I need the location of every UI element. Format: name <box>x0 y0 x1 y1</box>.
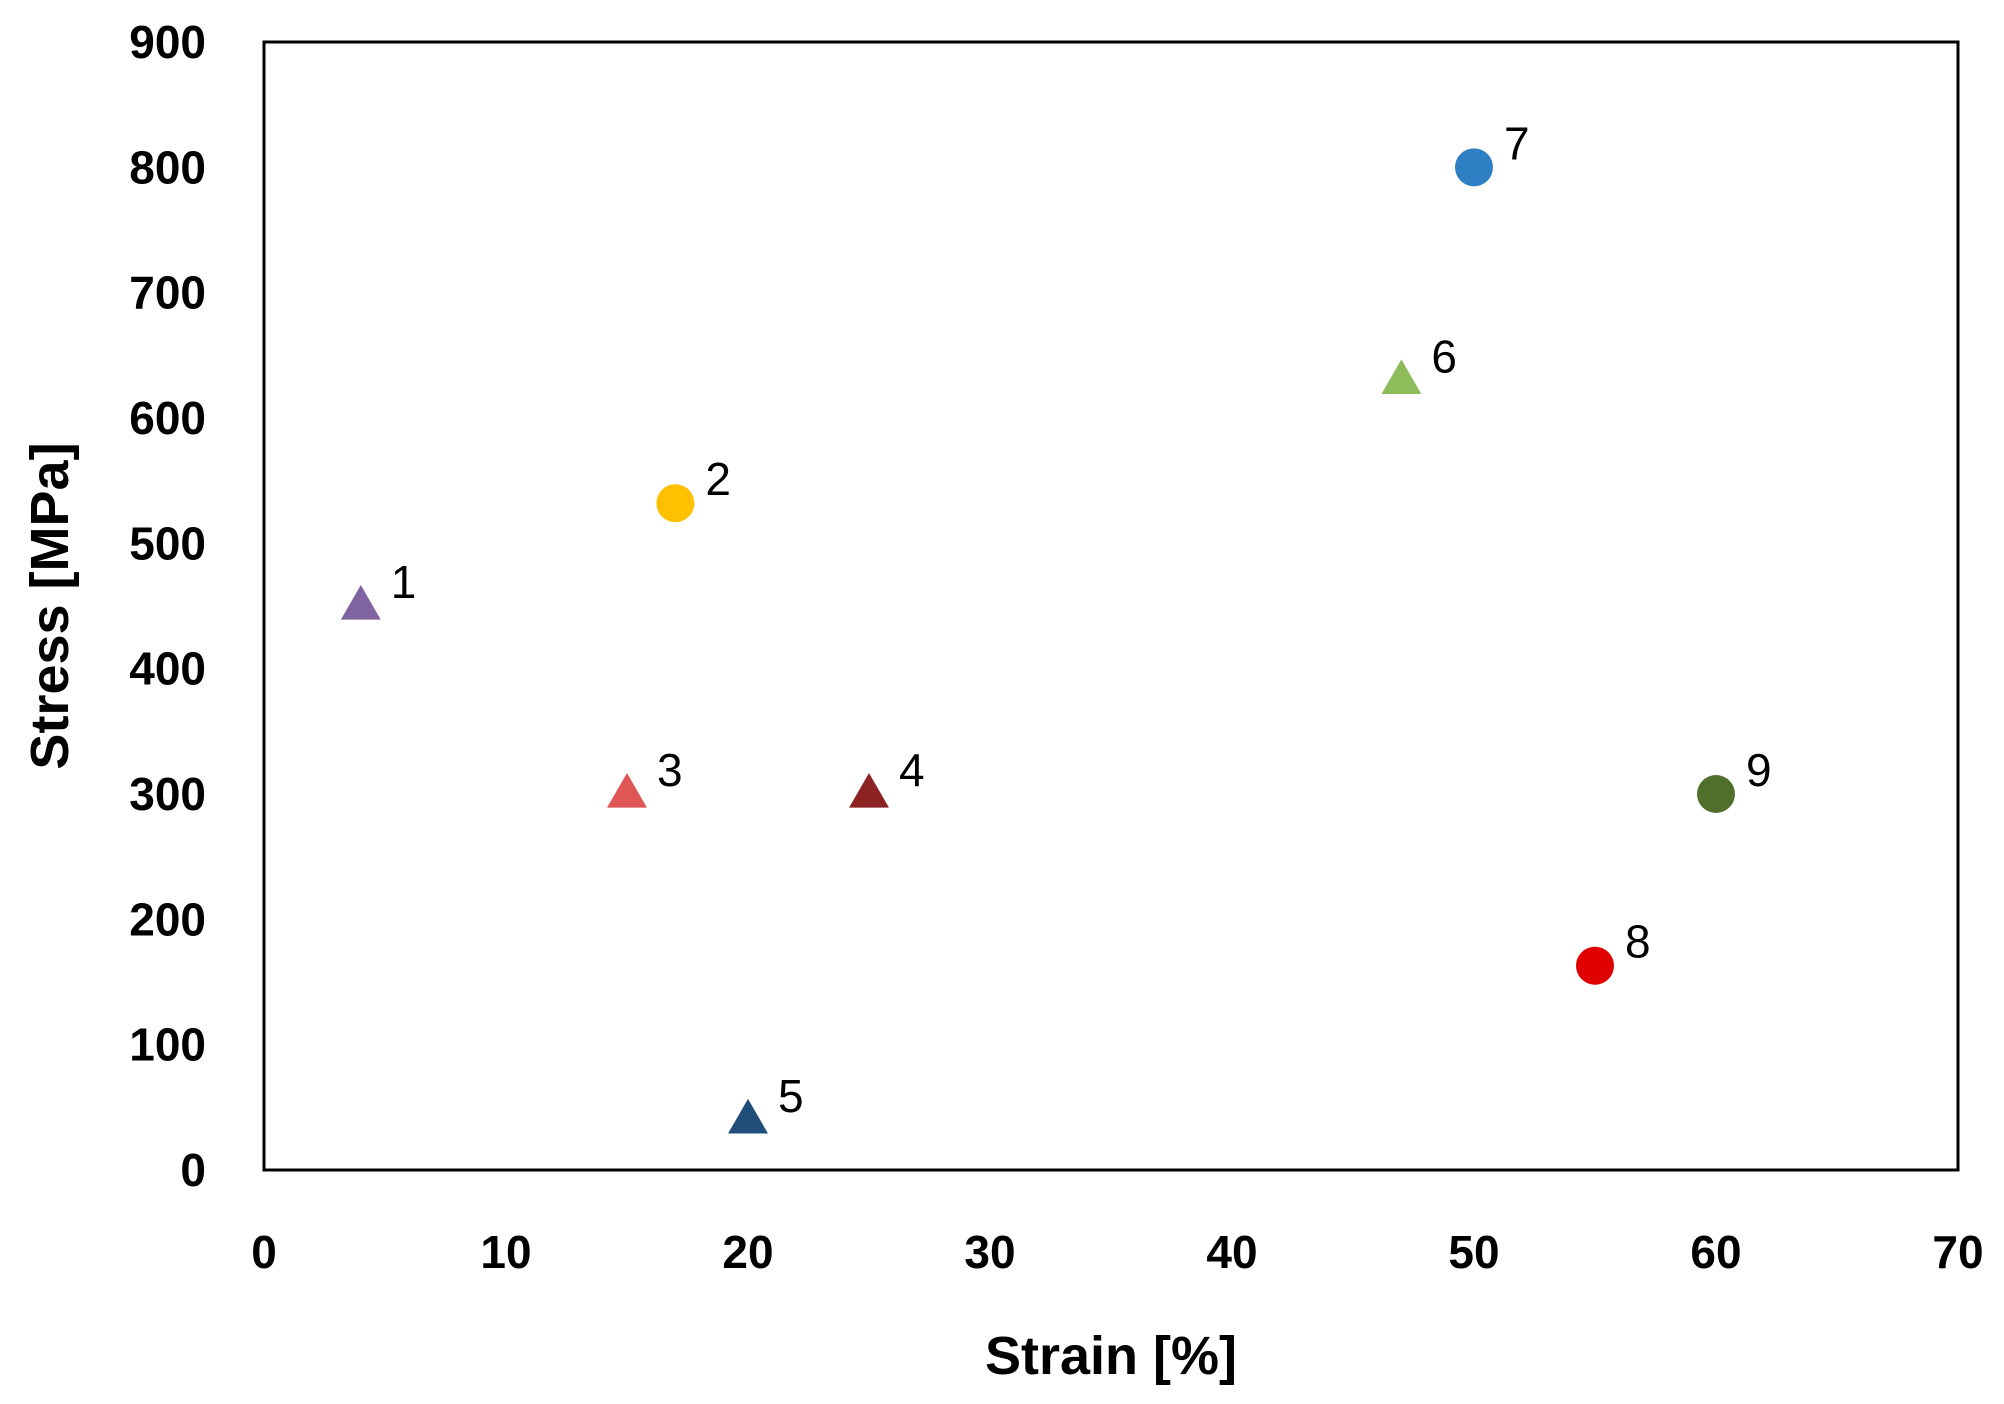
point-5-marker <box>728 1098 768 1134</box>
point-3-marker <box>607 773 647 808</box>
point-7-marker <box>1455 148 1493 187</box>
point-4-marker <box>849 773 889 808</box>
point-2-marker <box>656 484 695 523</box>
point-5-label: 5 <box>778 1070 804 1122</box>
y-tick-label: 500 <box>129 517 206 569</box>
y-tick-label: 400 <box>129 643 206 695</box>
point-1-marker <box>340 585 381 620</box>
x-tick-label: 20 <box>722 1226 773 1278</box>
y-tick-label: 100 <box>129 1019 206 1071</box>
x-tick-label: 0 <box>251 1226 277 1278</box>
point-9-marker <box>1697 775 1735 813</box>
point-8-label: 8 <box>1625 916 1651 968</box>
point-2-label: 2 <box>705 453 731 505</box>
point-6-label: 6 <box>1431 330 1457 382</box>
point-4-label: 4 <box>899 744 925 796</box>
y-tick-label: 700 <box>129 267 206 319</box>
point-6-marker <box>1381 359 1422 395</box>
x-tick-label: 40 <box>1206 1226 1257 1278</box>
x-tick-label: 10 <box>480 1226 531 1278</box>
x-axis-ticks: 0 10 20 30 40 50 60 70 <box>251 1226 1983 1278</box>
x-tick-label: 30 <box>964 1226 1015 1278</box>
y-tick-label: 900 <box>129 16 206 68</box>
y-tick-label: 200 <box>129 893 206 945</box>
y-tick-label: 0 <box>180 1144 206 1196</box>
point-1-label: 1 <box>391 556 417 608</box>
y-tick-label: 800 <box>129 141 206 193</box>
x-tick-label: 60 <box>1690 1226 1741 1278</box>
point-9-label: 9 <box>1746 744 1772 796</box>
point-8-marker <box>1576 946 1614 985</box>
y-tick-label: 600 <box>129 392 206 444</box>
plot-area-frame <box>262 40 1960 1172</box>
y-tick-label: 300 <box>129 768 206 820</box>
y-axis-title: Stress [MPa] <box>20 442 80 769</box>
point-7-label: 7 <box>1504 117 1530 169</box>
data-points: 1 2 3 4 5 6 7 8 9 <box>340 117 1772 1134</box>
x-tick-label: 50 <box>1448 1226 1499 1278</box>
x-axis-title: Strain [%] <box>985 1326 1237 1386</box>
x-tick-label: 70 <box>1932 1226 1983 1278</box>
y-axis-ticks: 0 100 200 300 400 500 600 700 800 900 <box>129 16 206 1196</box>
point-3-label: 3 <box>657 744 683 796</box>
